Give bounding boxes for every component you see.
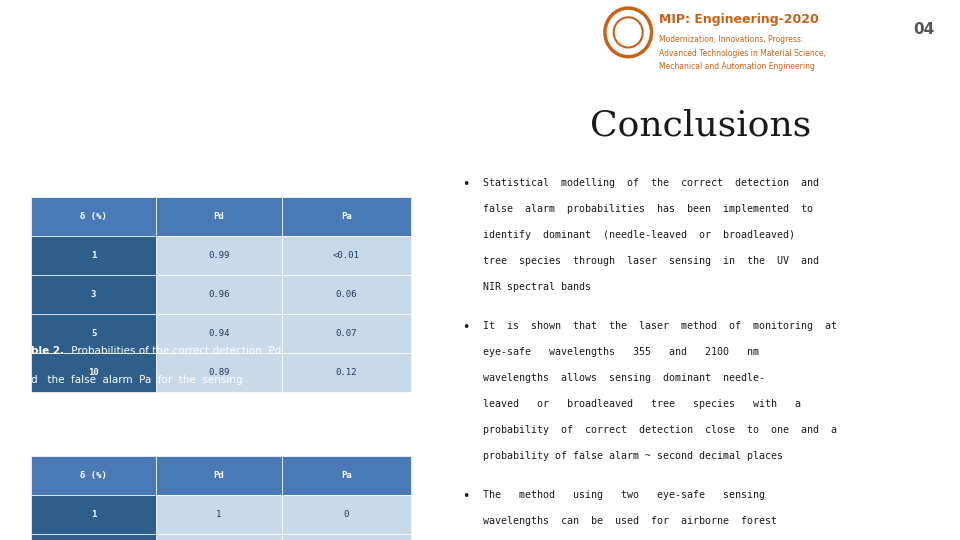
- FancyBboxPatch shape: [31, 275, 156, 314]
- Text: Modernization, Innovations, Progress:: Modernization, Innovations, Progress:: [660, 35, 804, 44]
- FancyBboxPatch shape: [31, 353, 156, 392]
- Text: 5: 5: [91, 329, 96, 338]
- Text: and   the  false  alarm  Pa  for  the  sensing: and the false alarm Pa for the sensing: [17, 108, 242, 118]
- FancyBboxPatch shape: [281, 275, 411, 314]
- Text: 0.94: 0.94: [208, 329, 229, 338]
- Text: 0.06: 0.06: [335, 290, 357, 299]
- FancyBboxPatch shape: [281, 534, 411, 540]
- FancyBboxPatch shape: [156, 197, 281, 236]
- FancyBboxPatch shape: [156, 275, 281, 314]
- Text: 10: 10: [88, 368, 99, 376]
- FancyBboxPatch shape: [281, 353, 411, 392]
- Text: false  alarm  probabilities  has  been  implemented  to: false alarm probabilities has been imple…: [483, 204, 813, 214]
- FancyBboxPatch shape: [31, 314, 156, 353]
- Text: Conclusions: Conclusions: [590, 108, 811, 142]
- Text: •: •: [463, 178, 469, 191]
- FancyBboxPatch shape: [31, 236, 156, 275]
- Text: Pd: Pd: [213, 471, 225, 480]
- Text: and   the  false  alarm  Pa  for  the  sensing: and the false alarm Pa for the sensing: [17, 375, 242, 386]
- Text: Mechanical and Automation Engineering: Mechanical and Automation Engineering: [660, 62, 815, 71]
- Text: 0.96: 0.96: [208, 290, 229, 299]
- Text: averaging: averaging: [17, 429, 70, 440]
- FancyBboxPatch shape: [281, 314, 411, 353]
- Text: 3: 3: [91, 290, 96, 299]
- Text: wavelengths    355 nm  and  2100 nm  after: wavelengths 355 nm and 2100 nm after: [17, 402, 247, 413]
- Text: δ (%): δ (%): [80, 471, 107, 480]
- Text: Pa: Pa: [341, 212, 351, 221]
- Text: Statistical  modelling  of  the  correct  detection  and: Statistical modelling of the correct det…: [483, 178, 819, 188]
- FancyBboxPatch shape: [156, 534, 281, 540]
- FancyBboxPatch shape: [31, 495, 156, 534]
- Text: eye-safe   wavelengths   355   and   2100   nm: eye-safe wavelengths 355 and 2100 nm: [483, 347, 759, 357]
- Text: Science and Technology City Hall: Science and Technology City Hall: [36, 32, 207, 42]
- FancyBboxPatch shape: [156, 456, 281, 495]
- FancyBboxPatch shape: [31, 456, 156, 495]
- FancyBboxPatch shape: [156, 353, 281, 392]
- Text: 1: 1: [216, 510, 222, 519]
- Text: 0: 0: [344, 510, 348, 519]
- Text: •: •: [463, 490, 469, 503]
- Text: wavelengths  355 nm and 2100 nm (δ – noise: wavelengths 355 nm and 2100 nm (δ – nois…: [17, 135, 256, 145]
- Text: tree  species  through  laser  sensing  in  the  UV  and: tree species through laser sensing in th…: [483, 256, 819, 266]
- Text: MIP: Engineering-2020: MIP: Engineering-2020: [660, 14, 819, 26]
- Text: It  is  shown  that  the  laser  method  of  monitoring  at: It is shown that the laser method of mon…: [483, 321, 837, 332]
- Text: 1: 1: [91, 510, 96, 519]
- Text: 0.12: 0.12: [335, 368, 357, 376]
- FancyBboxPatch shape: [156, 495, 281, 534]
- FancyBboxPatch shape: [31, 534, 156, 540]
- Text: KRASNOYARSK, RUSSIA: KRASNOYARSK, RUSSIA: [36, 51, 107, 56]
- Text: Pa: Pa: [341, 471, 351, 480]
- Text: Table 2.: Table 2.: [17, 346, 63, 356]
- FancyBboxPatch shape: [281, 495, 411, 534]
- Text: 1: 1: [91, 251, 96, 260]
- Text: 0.89: 0.89: [208, 368, 229, 376]
- Text: NIR spectral bands: NIR spectral bands: [483, 282, 591, 292]
- FancyBboxPatch shape: [281, 197, 411, 236]
- Text: wavelengths  allows  sensing  dominant  needle-: wavelengths allows sensing dominant need…: [483, 373, 765, 383]
- Text: Advanced Technologies in Material Science,: Advanced Technologies in Material Scienc…: [660, 49, 827, 58]
- Text: relative mean square deviation): relative mean square deviation): [17, 162, 184, 172]
- Text: Table 1.: Table 1.: [17, 78, 63, 89]
- Text: 0.07: 0.07: [335, 329, 357, 338]
- Text: leaved   or   broadleaved   tree   species   with   a: leaved or broadleaved tree species with …: [483, 399, 801, 409]
- Text: Pd: Pd: [213, 212, 225, 221]
- Text: probability  of  correct  detection  close  to  one  and  a: probability of correct detection close t…: [483, 425, 837, 435]
- Text: δ (%): δ (%): [80, 212, 107, 221]
- Text: 04: 04: [913, 22, 934, 37]
- Text: identify  dominant  (needle-leaved  or  broadleaved): identify dominant (needle-leaved or broa…: [483, 230, 795, 240]
- Text: •: •: [463, 321, 469, 334]
- Text: <0.01: <0.01: [333, 251, 360, 260]
- FancyBboxPatch shape: [31, 197, 156, 236]
- FancyBboxPatch shape: [281, 456, 411, 495]
- Text: Probabilities of the correct detection  Pd: Probabilities of the correct detection P…: [68, 78, 281, 89]
- Text: Probabilities of the correct detection  Pd: Probabilities of the correct detection P…: [68, 346, 281, 356]
- Text: wavelengths  can  be  used  for  airborne  forest: wavelengths can be used for airborne for…: [483, 516, 777, 526]
- Text: 0.99: 0.99: [208, 251, 229, 260]
- FancyBboxPatch shape: [281, 236, 411, 275]
- FancyBboxPatch shape: [156, 314, 281, 353]
- Text: The   method   using   two   eye-safe   sensing: The method using two eye-safe sensing: [483, 490, 765, 501]
- FancyBboxPatch shape: [156, 236, 281, 275]
- Text: probability of false alarm ~ second decimal places: probability of false alarm ~ second deci…: [483, 451, 783, 461]
